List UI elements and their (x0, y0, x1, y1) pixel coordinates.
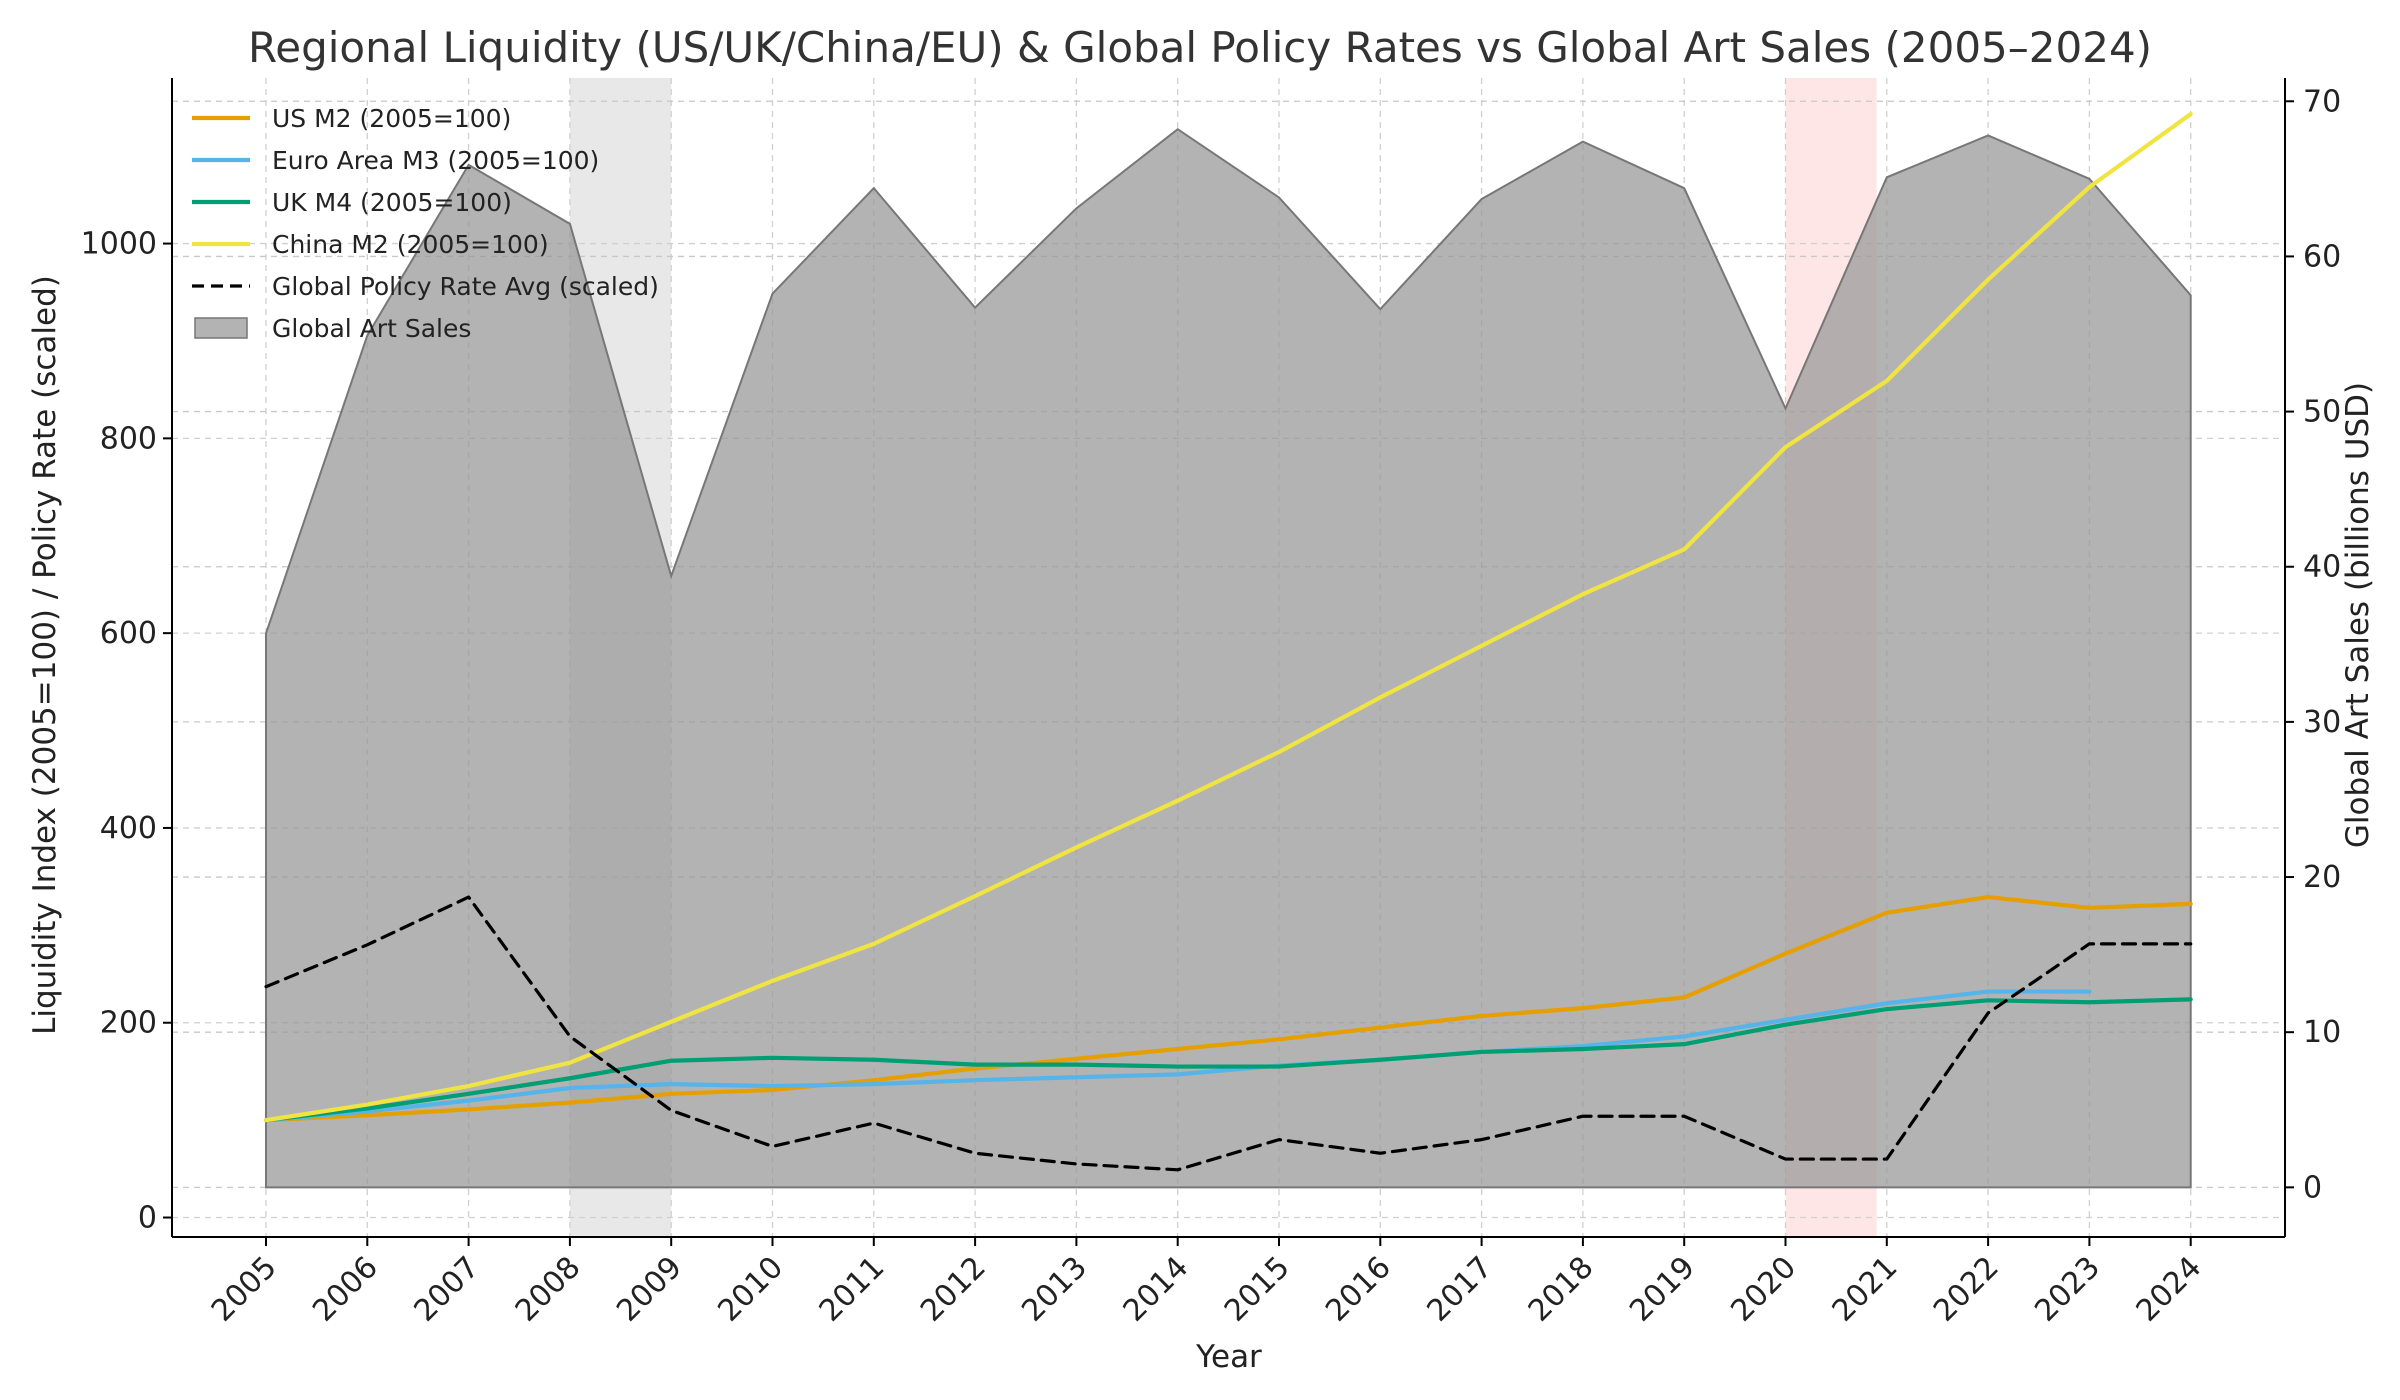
series-line-euro-m3 (263, 989, 2092, 1123)
y2-tick-label: 70 (2303, 84, 2341, 119)
x-tick-label: 2009 (610, 1250, 689, 1329)
y-tick-label: 0 (138, 1201, 157, 1236)
x-tick-label: 2007 (408, 1250, 487, 1329)
y2-tick-label: 60 (2303, 239, 2341, 274)
series-line-china-m2 (263, 111, 2193, 1123)
x-tick-label: 2013 (1015, 1250, 1094, 1329)
x-tick-label: 2024 (2130, 1250, 2209, 1329)
legend-label-2: UK M4 (2005=100) (272, 188, 512, 217)
x-tick-label: 2015 (1218, 1250, 1297, 1329)
y2-tick-label: 20 (2303, 860, 2341, 895)
x-tick-label: 2014 (1117, 1250, 1196, 1329)
x-tick-label: 2006 (306, 1250, 385, 1329)
x-tick-label: 2017 (1421, 1250, 1500, 1329)
legend: US M2 (2005=100) Euro Area M3 (2005=100) U… (192, 104, 659, 343)
x-tick-label: 2005 (205, 1250, 284, 1329)
chart-title: Regional Liquidity (US/UK/China/EU) & Gl… (248, 23, 2152, 72)
series-line-us-m2 (263, 894, 2193, 1123)
series-lines (263, 111, 2193, 1172)
x-tick-label: 2011 (813, 1250, 892, 1329)
x-tick-label: 2019 (1623, 1250, 1702, 1329)
legend-label-5: Global Art Sales (272, 314, 471, 343)
legend-label-4: Global Policy Rate Avg (scaled) (272, 272, 659, 301)
x-tick-label: 2023 (2028, 1250, 2107, 1329)
y2-tick-label: 30 (2303, 705, 2341, 740)
x-tick-label: 2020 (1724, 1250, 1803, 1329)
y-tick-label: 1000 (81, 227, 157, 262)
y2-tick-label: 40 (2303, 550, 2341, 585)
series-line-policy-rate (264, 895, 2193, 1172)
legend-label-0: US M2 (2005=100) (272, 104, 511, 133)
x-tick-label: 2022 (1927, 1250, 2006, 1329)
y-tick-label: 600 (100, 616, 157, 651)
y2-tick-label: 10 (2303, 1015, 2341, 1050)
y-tick-label: 800 (100, 421, 157, 456)
legend-label-1: Euro Area M3 (2005=100) (272, 146, 599, 175)
x-tick-label: 2012 (914, 1250, 993, 1329)
series-area-art-sales (265, 127, 2192, 1189)
y2-tick-label: 50 (2303, 395, 2341, 430)
x-tick-label: 2008 (509, 1250, 588, 1329)
x-tick-label: 2016 (1319, 1250, 1398, 1329)
x-tick-label: 2021 (1826, 1250, 1905, 1329)
x-tick-label: 2010 (711, 1250, 790, 1329)
y2-tick-label: 0 (2303, 1170, 2322, 1205)
legend-label-3: China M2 (2005=100) (272, 230, 549, 259)
y-tick-label: 400 (100, 811, 157, 846)
legend-swatch-5 (194, 317, 248, 339)
series-line-uk-m4 (263, 997, 2193, 1123)
art-sales-area (265, 127, 2192, 1189)
y-tick-label: 200 (100, 1006, 157, 1041)
y2-axis-title: Global Art Sales (billions USD) (2340, 382, 2376, 848)
x-tick-label: 2018 (1522, 1250, 1601, 1329)
axes (163, 78, 2294, 1246)
y-axis-title: Liquidity Index (2005=100) / Policy Rate… (27, 275, 63, 1035)
x-axis-title: Year (1195, 1339, 1262, 1375)
